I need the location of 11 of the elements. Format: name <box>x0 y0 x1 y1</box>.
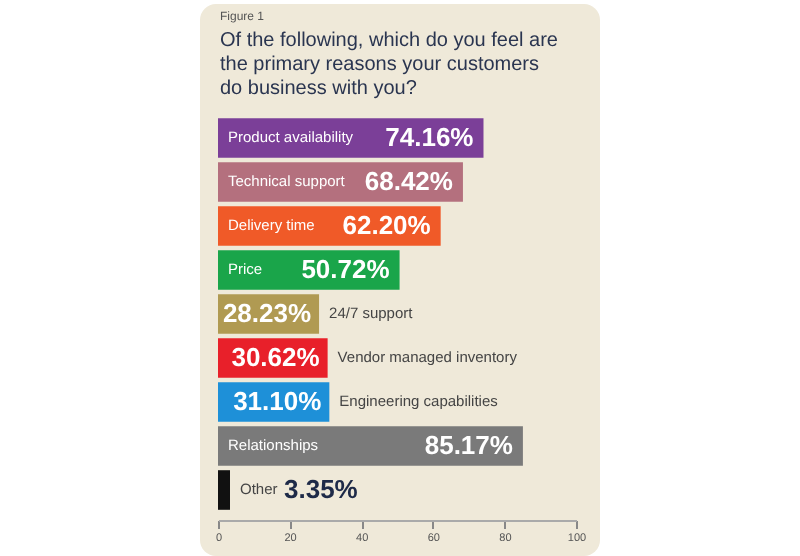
data-label: 85.17% <box>424 430 514 460</box>
data-label: 30.62% <box>231 342 321 372</box>
data-label: 68.42% <box>364 166 454 196</box>
data-label: 3.35% <box>283 474 359 504</box>
data-label: 62.20% <box>342 210 432 240</box>
data-label: 74.16% <box>385 122 475 152</box>
chart-title: Of the following, which do you feel are the primary reasons your customers do business with you? <box>220 30 560 102</box>
data-label: 31.10% <box>233 386 323 416</box>
data-label: 28.23% <box>222 298 312 328</box>
data-label: 50.72% <box>301 254 391 284</box>
bar <box>218 470 230 510</box>
